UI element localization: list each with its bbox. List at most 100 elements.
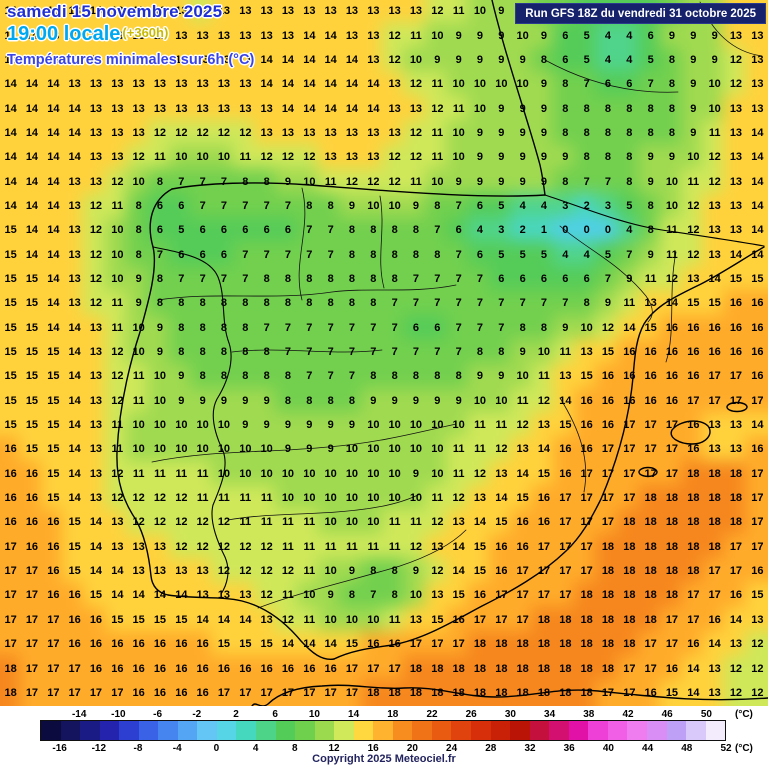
temp-value: 9	[562, 321, 569, 334]
temp-value: 13	[751, 29, 764, 42]
temp-value: 17	[4, 613, 17, 626]
temp-value: 12	[751, 662, 764, 675]
heat-cell	[275, 71, 301, 100]
temp-value: 14	[729, 248, 743, 261]
temp-value: 10	[345, 467, 359, 480]
temp-value: 17	[644, 638, 657, 651]
temp-value: 13	[68, 78, 81, 91]
heat-cell	[659, 22, 685, 51]
temp-value: 8	[647, 102, 654, 115]
temp-value: 10	[132, 321, 145, 334]
heat-cell	[0, 338, 24, 368]
temp-value: 12	[196, 540, 209, 553]
heat-cell	[680, 436, 706, 465]
heat-cell	[552, 217, 578, 246]
heat-cell	[595, 411, 621, 441]
heat-cell	[318, 22, 344, 51]
heat-cell	[339, 0, 365, 27]
temp-value: 14	[239, 613, 252, 626]
heat-cell	[403, 436, 429, 465]
temp-value: 7	[476, 321, 483, 334]
temp-value: 7	[306, 224, 313, 237]
heat-cell	[531, 95, 557, 124]
heat-cell	[702, 241, 728, 270]
heat-cell	[552, 436, 578, 465]
heat-cell	[552, 338, 578, 368]
temp-value: 13	[89, 151, 103, 164]
heat-cell	[403, 192, 429, 222]
heat-cell	[339, 71, 365, 100]
temp-value: 13	[367, 126, 380, 139]
temp-value: 5	[647, 53, 654, 66]
temp-value: 12	[281, 565, 295, 578]
temp-value: 3	[498, 224, 505, 237]
heat-cell	[403, 0, 429, 27]
temp-value: 18	[473, 638, 487, 651]
heat-cell	[510, 144, 536, 173]
heat-cell	[0, 22, 24, 51]
heat-cell	[211, 22, 237, 51]
temp-value: 13	[111, 126, 124, 139]
temp-value: 10	[687, 151, 700, 164]
temp-value: 9	[690, 78, 697, 91]
temp-value: 17	[4, 565, 17, 578]
heat-cell	[360, 265, 386, 295]
temp-value: 14	[559, 394, 572, 407]
temp-value: 14	[25, 102, 39, 115]
temp-value: 18	[644, 613, 657, 626]
heat-cell	[147, 22, 173, 51]
temp-value: 16	[153, 662, 167, 675]
temp-value: 17	[260, 686, 273, 699]
heat-cell	[168, 144, 194, 173]
temp-value: 14	[4, 175, 17, 188]
temp-value: 14	[47, 224, 60, 237]
temp-value: 7	[583, 78, 590, 91]
temp-value: 11	[666, 224, 678, 237]
temp-value: 7	[370, 589, 377, 602]
temp-value: 8	[263, 273, 270, 285]
heat-cell	[104, 217, 130, 246]
temp-value: 9	[284, 443, 291, 456]
colorbar-tick: -10	[111, 709, 126, 720]
temp-value: 17	[473, 613, 487, 626]
heat-cell	[190, 338, 216, 368]
heat-cell	[382, 71, 408, 100]
heat-cell	[211, 192, 237, 222]
temp-value: 9	[476, 175, 483, 188]
temp-value: 12	[409, 540, 423, 553]
temp-value: 13	[559, 370, 572, 383]
heat-cell	[40, 144, 66, 173]
temp-value: 11	[452, 5, 465, 18]
heat-cell	[616, 168, 642, 197]
heat-cell	[190, 95, 216, 124]
heat-cell	[424, 0, 450, 27]
temp-value: 5	[626, 199, 633, 212]
heat-cell	[296, 192, 322, 222]
heat-cell	[446, 338, 472, 368]
temp-value: 18	[452, 662, 465, 675]
temp-value: 16	[303, 662, 316, 675]
colorbar-segment	[314, 721, 335, 740]
heat-cell	[0, 241, 24, 270]
temp-value: 11	[260, 492, 273, 505]
temp-value: 16	[687, 346, 700, 358]
temp-value: 11	[196, 492, 209, 505]
temp-value: 7	[348, 370, 355, 383]
heat-cell	[403, 338, 429, 368]
heat-cell	[638, 363, 664, 392]
heat-cell	[126, 241, 152, 270]
heat-cell	[19, 71, 45, 100]
temp-value: 6	[498, 273, 505, 285]
temp-value: 8	[199, 321, 206, 334]
temp-value: 17	[644, 662, 657, 675]
temp-value: 17	[559, 540, 572, 553]
temp-value: 16	[89, 662, 103, 675]
temp-value: 10	[516, 29, 529, 42]
heat-cell	[275, 144, 301, 173]
temp-value: 15	[47, 370, 60, 383]
temp-value: 10	[324, 613, 337, 626]
temp-value: 14	[25, 175, 39, 188]
temp-value: 13	[452, 516, 465, 529]
colorbar-tick: 14	[348, 709, 360, 720]
temp-value: 18	[729, 492, 743, 505]
